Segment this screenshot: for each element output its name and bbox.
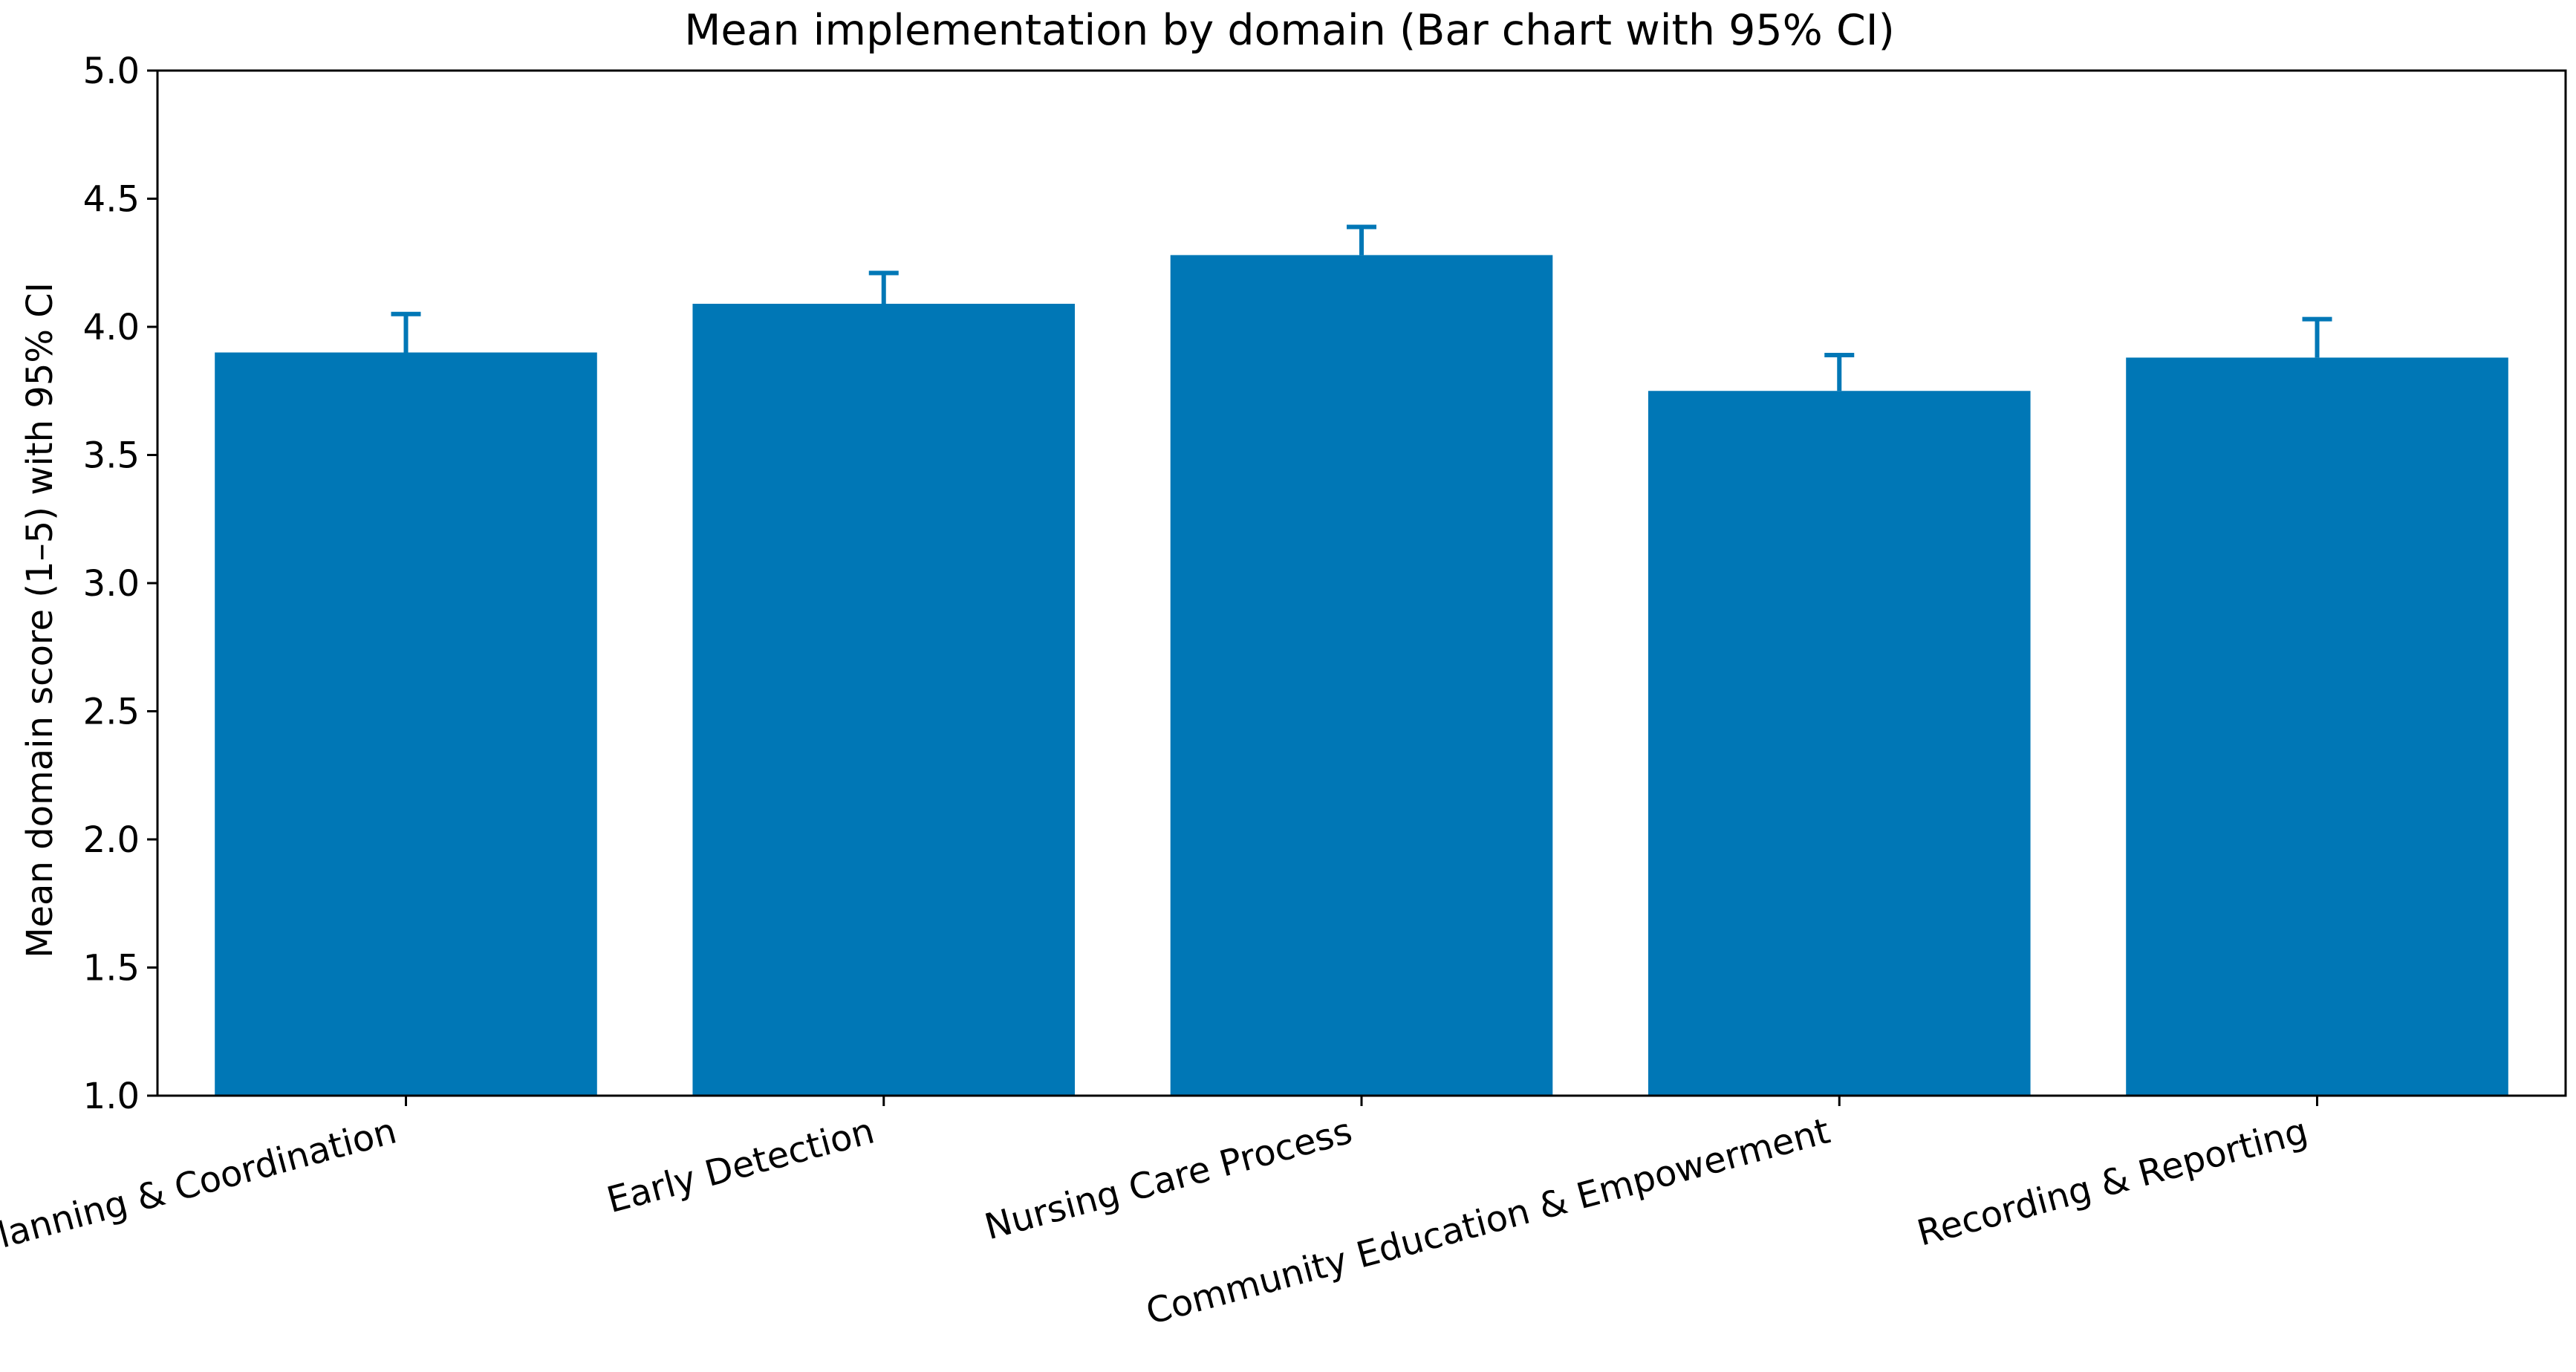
x-axis: Planning & Coordination Early Detection Nu… — [0, 1096, 2319, 1333]
y-tick-label: 4.5 — [83, 179, 140, 221]
bar — [1648, 391, 2031, 1096]
y-axis-label: Mean domain score (1–5) with 95% CI — [19, 282, 61, 958]
error-bars — [391, 224, 2332, 391]
y-tick-label: 1.0 — [83, 1076, 140, 1117]
bars — [215, 255, 2508, 1096]
bar — [2126, 357, 2508, 1096]
chart-title: Mean implementation by domain (Bar chart… — [684, 6, 1895, 55]
x-tick-label: Recording & Reporting — [1913, 1110, 2312, 1254]
y-axis: 1.0 1.5 2.0 2.5 3.0 3.5 4.0 4.5 5.0 — [83, 51, 157, 1117]
y-tick-label: 5.0 — [83, 51, 140, 92]
plot-frame — [156, 69, 2567, 1097]
y-tick-label: 2.5 — [83, 692, 140, 733]
y-tick-label: 3.0 — [83, 563, 140, 605]
x-tick-label: Early Detection — [602, 1110, 879, 1221]
bar — [215, 352, 597, 1096]
y-tick-label: 3.5 — [83, 435, 140, 477]
x-tick-label: Planning & Coordination — [0, 1110, 401, 1262]
bar — [692, 303, 1076, 1096]
x-tick-label: Nursing Care Process — [980, 1110, 1356, 1248]
y-tick-label: 1.5 — [83, 948, 140, 989]
y-tick-label: 4.0 — [83, 307, 140, 348]
y-tick-label: 2.0 — [83, 819, 140, 861]
bar — [1170, 255, 1553, 1096]
